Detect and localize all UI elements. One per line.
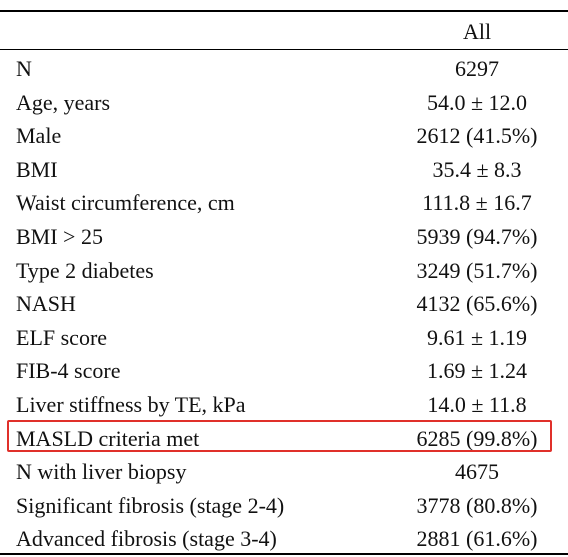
row-label: Age, years: [16, 89, 111, 115]
table-row: Significant fibrosis (stage 2-4) 3778 (8…: [0, 489, 568, 523]
table-row: Liver stiffness by TE, kPa 14.0 ± 11.8: [0, 388, 568, 422]
row-value: 1.69 ± 1.24: [426, 358, 528, 384]
row-label: Significant fibrosis (stage 2-4): [16, 492, 285, 518]
row-label: MASLD criteria met: [16, 425, 200, 451]
table-row: N with liver biopsy 4675: [0, 455, 568, 489]
row-label: N: [16, 56, 32, 81]
row-value: 54.0 ± 12.0: [426, 89, 528, 115]
table-row: Waist circumference, cm 111.8 ± 16.7: [0, 186, 568, 220]
row-label: ELF score: [16, 324, 108, 350]
row-value: 2881 (61.6%): [416, 526, 538, 552]
row-label: Advanced fibrosis (stage 3-4): [16, 526, 277, 552]
row-value: 2612 (41.5%): [416, 123, 538, 149]
table-row: NASH 4132 (65.6%): [0, 287, 568, 321]
column-header-all: All: [462, 19, 492, 44]
row-value: 4675: [455, 459, 499, 485]
row-label: BMI > 25: [16, 223, 103, 249]
table-header: All: [0, 14, 568, 48]
table-row-highlighted: MASLD criteria met 6285 (99.8%): [0, 422, 568, 456]
table-row: BMI > 25 5939 (94.7%): [0, 220, 568, 254]
table-row: Type 2 diabetes 3249 (51.7%): [0, 254, 568, 288]
row-value: 6285 (99.8%): [416, 425, 538, 451]
row-label: N with liver biopsy: [16, 459, 187, 485]
row-value: 14.0 ± 11.8: [427, 391, 527, 417]
row-value: 3249 (51.7%): [416, 257, 538, 283]
table-row: ELF score 9.61 ± 1.19: [0, 321, 568, 355]
row-label: FIB-4 score: [16, 358, 121, 384]
row-label: Male: [16, 123, 62, 149]
table-row: N 6297: [0, 52, 568, 86]
row-label: NASH: [16, 291, 76, 317]
row-label: Type 2 diabetes: [16, 257, 154, 283]
table-row: FIB-4 score 1.69 ± 1.24: [0, 354, 568, 388]
table-body: N 6297 Age, years 54.0 ± 12.0 Male 2612 …: [0, 52, 568, 556]
table-bottom-rule: [0, 553, 568, 555]
table-row: BMI 35.4 ± 8.3: [0, 153, 568, 187]
row-value: 4132 (65.6%): [416, 291, 538, 317]
table-row: Male 2612 (41.5%): [0, 119, 568, 153]
row-label: BMI: [16, 156, 58, 182]
table-header-rule: [0, 49, 568, 50]
row-label: Waist circumference, cm: [16, 190, 235, 216]
row-value: 9.61 ± 1.19: [426, 324, 528, 350]
row-value: 6297: [455, 56, 499, 81]
row-value: 5939 (94.7%): [416, 223, 538, 249]
row-value: 111.8 ± 16.7: [422, 190, 532, 216]
table-top-rule: [0, 10, 568, 12]
table-row: Age, years 54.0 ± 12.0: [0, 86, 568, 120]
row-label: Liver stiffness by TE, kPa: [16, 391, 246, 417]
row-value: 35.4 ± 8.3: [432, 156, 522, 182]
table-row: Advanced fibrosis (stage 3-4) 2881 (61.6…: [0, 522, 568, 556]
row-value: 3778 (80.8%): [416, 492, 538, 518]
